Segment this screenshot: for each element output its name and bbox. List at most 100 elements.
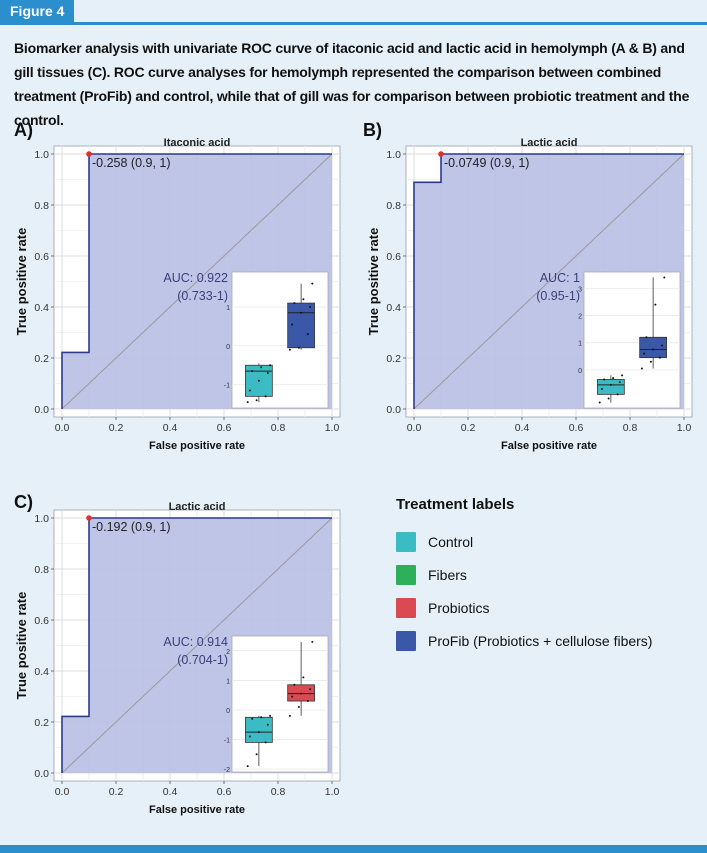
inset-point [302, 676, 305, 679]
y-tick-label: 0.0 [34, 768, 49, 780]
inset-point [306, 333, 309, 336]
auc-ci-label: (0.95-1) [536, 289, 580, 303]
y-tick-label: 0.6 [386, 251, 401, 263]
x-tick-label: 0.2 [109, 786, 124, 798]
x-tick-label: 0.0 [407, 422, 422, 434]
header-rule [0, 22, 707, 25]
y-axis-label: True positive rate [14, 592, 29, 700]
treatment-legend: Treatment labels Control Fibers Probioti… [396, 496, 652, 657]
inset-point [291, 323, 294, 326]
y-tick-label: 0.8 [34, 564, 49, 576]
inset-y-tick-label: 0 [578, 368, 582, 375]
inset-point [264, 741, 267, 744]
inset-point [612, 377, 615, 380]
y-tick-label: 0.4 [34, 302, 49, 314]
inset-point [248, 735, 251, 738]
inset-point [293, 683, 296, 686]
roc-curve [61, 517, 332, 773]
y-tick-label: 0.2 [34, 353, 49, 365]
y-tick-label: 0.8 [34, 200, 49, 212]
chart-title: Lactic acid [169, 501, 226, 513]
reference-diagonal [61, 153, 333, 410]
inset-point [621, 374, 624, 377]
y-tick-label: 1.0 [386, 149, 401, 161]
inset-point [248, 389, 251, 392]
legend-label-probiotics: Probiotics [428, 599, 490, 616]
y-tick-label: 0.2 [34, 717, 49, 729]
x-tick-label: 0.2 [109, 422, 124, 434]
x-tick-label: 0.8 [271, 422, 286, 434]
inset-point [246, 765, 249, 768]
figure-caption: Biomarker analysis with univariate ROC c… [14, 40, 690, 128]
legend-title: Treatment labels [396, 496, 515, 513]
x-tick-label: 0.0 [55, 786, 70, 798]
x-axis-label: False positive rate [149, 804, 245, 816]
y-tick-label: 0.0 [34, 404, 49, 416]
legend-item-profib: ProFib (Probiotics + cellulose fibers) [396, 624, 652, 657]
inset-point [269, 714, 272, 717]
x-tick-label: 0.4 [163, 786, 178, 798]
legend-swatch-profib [396, 630, 416, 651]
auc-label: AUC: 0.922 [163, 271, 228, 285]
y-tick-label: 0.4 [34, 666, 49, 678]
inset-point [251, 717, 254, 720]
inset-point [291, 695, 294, 698]
roc-curve [61, 153, 332, 409]
x-tick-label: 0.2 [461, 422, 476, 434]
x-tick-label: 0.4 [163, 422, 178, 434]
chart-title: Lactic acid [521, 137, 578, 149]
legend-item-probiotics: Probiotics [396, 591, 652, 624]
panel-label-a: A) [14, 120, 33, 140]
inset-panel [231, 635, 329, 773]
inset-y-tick-label: 1 [226, 305, 230, 312]
y-axis-label: True positive rate [366, 228, 381, 336]
y-tick-label: 1.0 [34, 149, 49, 161]
roc-curve [413, 153, 684, 409]
figure-label: Figure 4 [0, 0, 75, 22]
inset-point [609, 383, 612, 386]
legend-label-fibers: Fibers [428, 566, 467, 583]
x-tick-label: 0.6 [217, 786, 232, 798]
inset-point [260, 366, 263, 369]
inset-point [266, 372, 269, 375]
inset-box-profib [287, 302, 315, 349]
inset-point [264, 395, 267, 398]
legend-swatch-probiotics [396, 597, 416, 618]
inset-point [300, 692, 303, 695]
y-tick-label: 0.8 [386, 200, 401, 212]
inset-point [297, 705, 300, 708]
inset-point [618, 381, 621, 384]
chart-title: Itaconic acid [164, 137, 231, 149]
y-tick-label: 0.0 [386, 404, 401, 416]
inset-point [607, 397, 610, 400]
panel-label-c: C) [14, 492, 33, 512]
inset-point [643, 352, 646, 355]
inset-point [309, 305, 312, 308]
roc-chart-a: -0.258 (0.9, 1) Itaconic acid 0.0 0.2 0.4 0.6… [14, 137, 341, 452]
footer-rule [0, 845, 707, 853]
inset-y-tick-label: 1 [226, 678, 230, 685]
inset-point [598, 401, 601, 404]
inset-point [663, 276, 666, 279]
inset-point [603, 378, 606, 381]
cutoff-label: -0.192 (0.9, 1) [92, 520, 171, 534]
x-tick-label: 0.8 [271, 786, 286, 798]
optimal-cutoff-point [86, 515, 92, 521]
x-tick-label: 0.0 [55, 422, 70, 434]
inset-y-tick-label: 1 [578, 341, 582, 348]
x-tick-label: 1.0 [325, 786, 340, 798]
inset-point [311, 282, 314, 285]
y-tick-label: 0.2 [386, 353, 401, 365]
inset-point [246, 401, 249, 404]
inset-box-profib [639, 336, 667, 359]
auc-label: AUC: 1 [540, 271, 580, 285]
x-tick-label: 0.8 [623, 422, 638, 434]
inset-point [260, 716, 263, 719]
x-tick-label: 1.0 [325, 422, 340, 434]
legend-label-profib: ProFib (Probiotics + cellulose fibers) [428, 632, 653, 649]
inset-point [266, 723, 269, 726]
inset-y-tick-label: 0 [226, 344, 230, 351]
reference-diagonal [61, 517, 333, 774]
inset-point [306, 700, 309, 703]
inset-point [616, 393, 619, 396]
